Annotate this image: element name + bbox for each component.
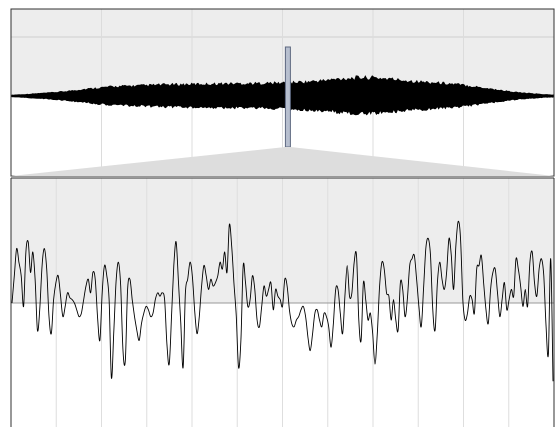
playhead-marker[interactable] (284, 46, 291, 148)
detail-waveform (11, 220, 554, 382)
overview-waveform (11, 75, 554, 116)
overview-panel[interactable] (10, 8, 555, 177)
zoom-connector (11, 147, 554, 176)
detail-panel[interactable] (10, 177, 555, 427)
